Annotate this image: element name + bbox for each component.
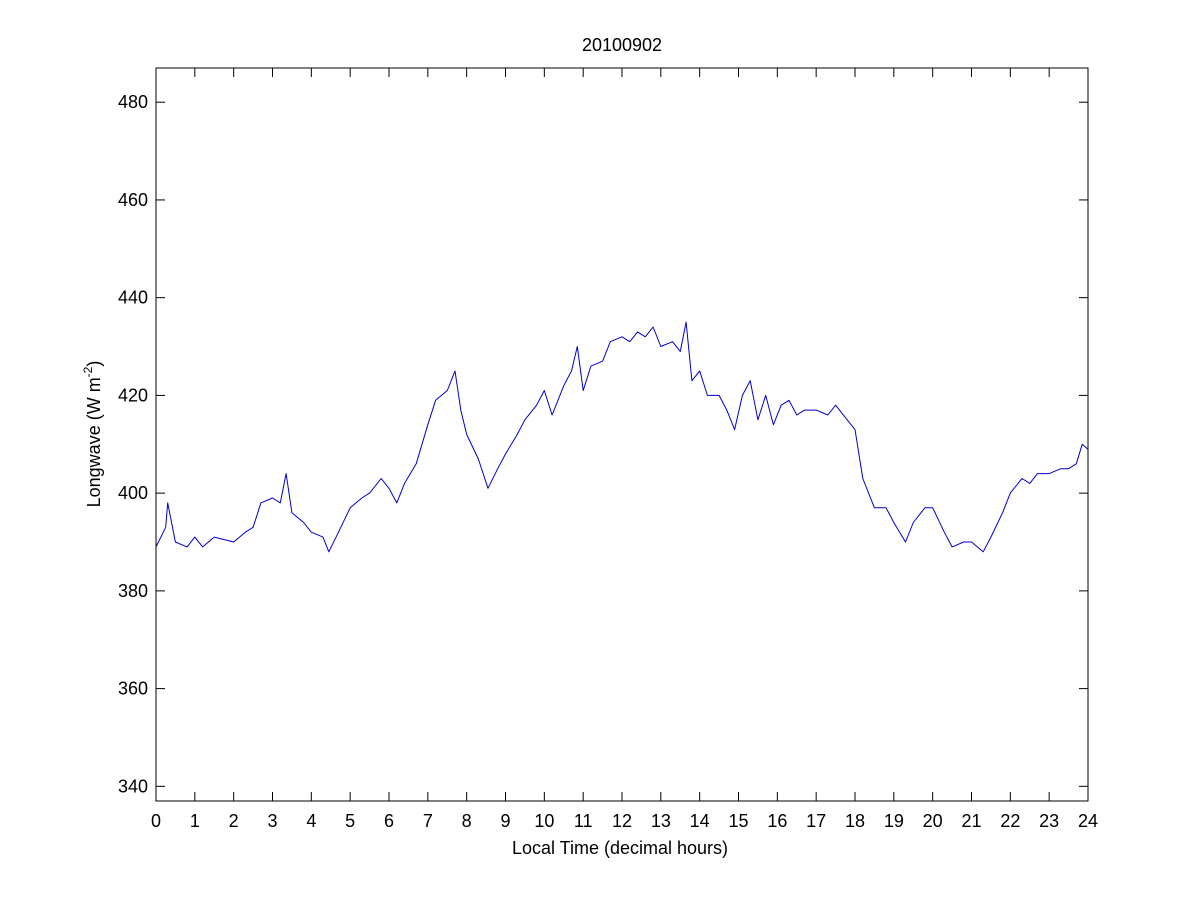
y-tick-label: 360 [118, 679, 148, 699]
x-tick-label: 21 [961, 811, 981, 831]
x-tick-label: 22 [1000, 811, 1020, 831]
x-tick-label: 7 [423, 811, 433, 831]
x-axis-label: Local Time (decimal hours) [512, 838, 728, 858]
x-tick-label: 10 [534, 811, 554, 831]
chart-title: 20100902 [582, 35, 662, 55]
x-tick-label: 0 [151, 811, 161, 831]
y-tick-label: 420 [118, 385, 148, 405]
x-tick-label: 8 [462, 811, 472, 831]
tick-layer: 0 1 2 3 4 5 6 7 8 9 10 11 12 13 14 15 16 17 18 19 20 21 22 23 24… [118, 68, 1098, 831]
y-axis-label-exponent: -2 [81, 366, 95, 377]
y-tick-label: 480 [118, 92, 148, 112]
x-tick-label: 9 [500, 811, 510, 831]
x-tick-label: 5 [345, 811, 355, 831]
x-tick-label: 11 [574, 811, 593, 831]
plot-frame [155, 67, 1089, 802]
x-tick-label: 16 [767, 811, 787, 831]
x-tick-label: 3 [267, 811, 277, 831]
plot-area [156, 68, 1088, 801]
y-tick-label: 400 [118, 483, 148, 503]
x-tick-label: 13 [651, 811, 671, 831]
y-axis-label: Longwave (W m-2) [81, 361, 104, 508]
y-tick-label: 340 [118, 776, 148, 796]
x-tick-label: 20 [923, 811, 943, 831]
x-tick-label: 15 [728, 811, 748, 831]
y-axis-label-main: Longwave (W m [84, 377, 104, 507]
y-tick-label: 380 [118, 581, 148, 601]
series-line [155, 321, 1089, 553]
y-tick-label: 460 [118, 190, 148, 210]
x-tick-label: 6 [384, 811, 394, 831]
x-tick-label: 23 [1039, 811, 1059, 831]
x-tick-label: 4 [306, 811, 316, 831]
x-tick-label: 12 [612, 811, 632, 831]
x-tick-label: 14 [690, 811, 710, 831]
y-axis-label-close: ) [84, 361, 104, 367]
x-tick-label: 2 [229, 811, 239, 831]
line-layer [155, 321, 1089, 553]
x-tick-label: 18 [845, 811, 865, 831]
x-tick-label: 19 [884, 811, 904, 831]
x-tick-label: 17 [806, 811, 826, 831]
y-tick-label: 440 [118, 288, 148, 308]
x-tick-label: 1 [190, 811, 200, 831]
x-tick-label: 24 [1078, 811, 1098, 831]
